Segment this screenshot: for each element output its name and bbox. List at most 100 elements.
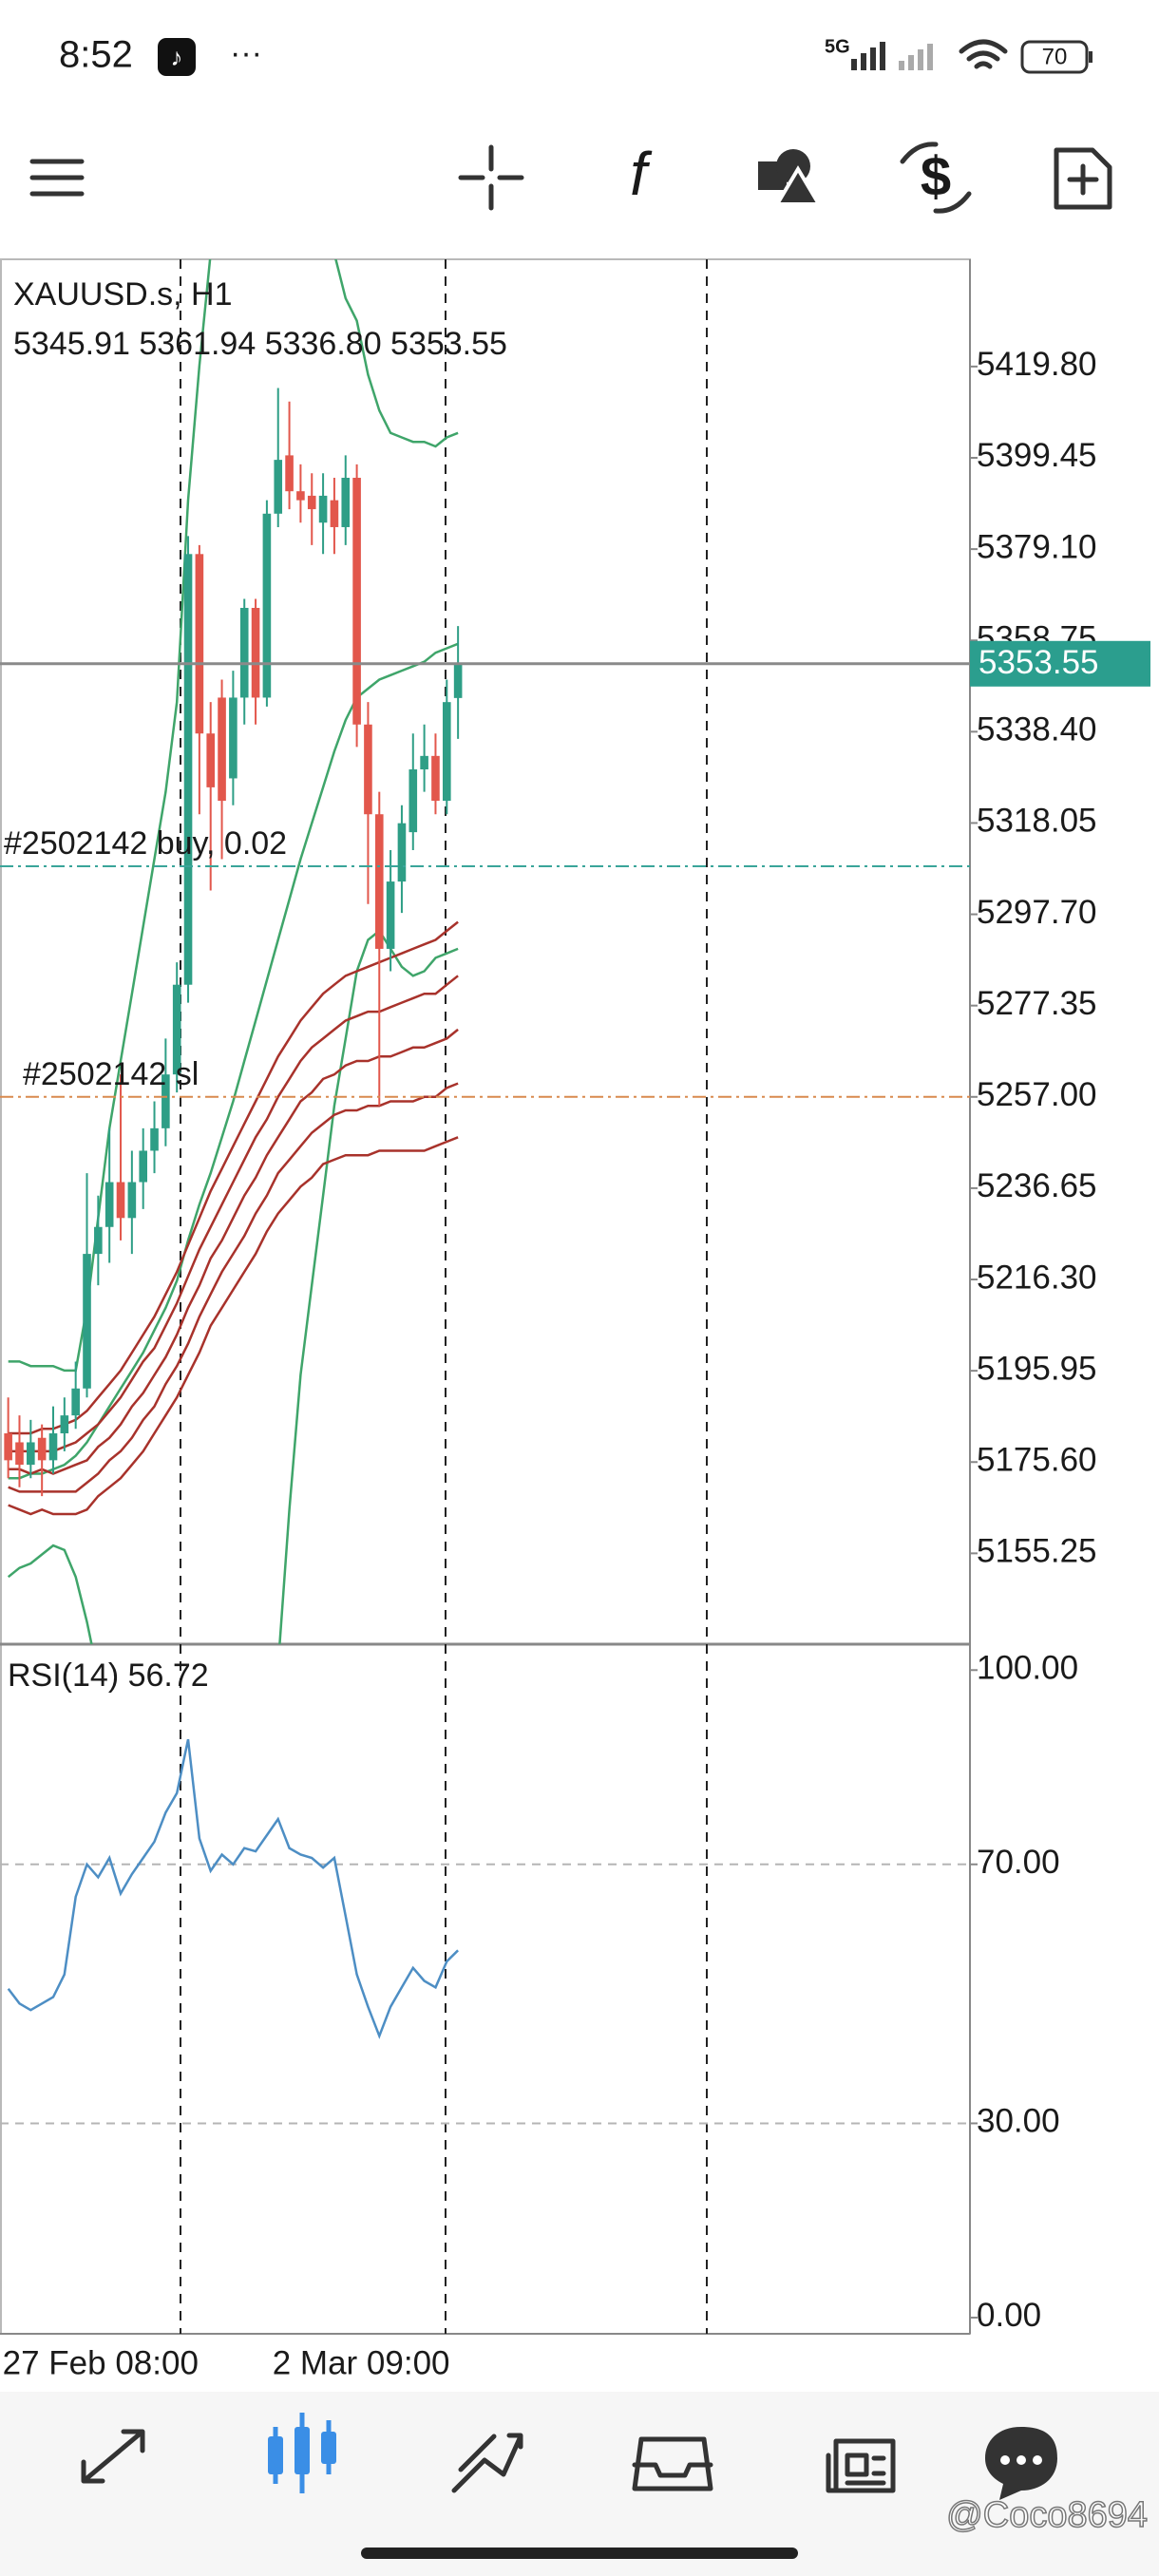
- candle-body: [15, 1442, 24, 1466]
- indicator-line: [8, 1136, 459, 1516]
- y-tick-label: 5277.35: [977, 985, 1097, 1022]
- candle-body: [4, 1433, 12, 1461]
- candle-body: [352, 478, 361, 725]
- watermark: @Coco8694: [946, 2495, 1148, 2535]
- app-icon-glyph: ♪: [171, 43, 183, 71]
- y-tick-label: 5399.45: [977, 437, 1097, 474]
- candle-body: [127, 1182, 137, 1219]
- candle-body: [341, 478, 351, 527]
- history-tab[interactable]: [632, 2436, 713, 2491]
- rsi-line: [7, 1738, 459, 2039]
- indicators-button[interactable]: f: [630, 140, 653, 208]
- y-tick-label: 5195.95: [977, 1350, 1097, 1387]
- clock: 8:52: [59, 34, 133, 76]
- ohlc-legend: 5345.91 5361.94 5336.80 5353.55: [13, 326, 507, 362]
- candle-body: [27, 1442, 35, 1466]
- candle-body: [48, 1433, 58, 1461]
- crosshair-button[interactable]: [458, 144, 524, 211]
- bottom-nav-bg: [0, 2392, 1159, 2576]
- y-tick-label: 5338.40: [977, 711, 1097, 748]
- menu-button[interactable]: [29, 159, 85, 197]
- candle-body: [431, 755, 440, 802]
- axes: 5155.25 5175.60 5195.95 5216.30 5236.65 5257.…: [3, 346, 1150, 2381]
- candle-body: [60, 1415, 69, 1434]
- price-pane: #2502142 buy, 0.02 #2502142 sl: [0, 259, 970, 1644]
- candle-body: [195, 554, 204, 734]
- candle-body: [330, 500, 339, 527]
- indicator-line: [8, 1028, 459, 1475]
- chart-frame: [0, 258, 971, 2335]
- app-icon: [158, 38, 196, 76]
- home-indicator: [361, 2548, 798, 2559]
- candle-body: [296, 491, 305, 501]
- candle-body: [206, 733, 216, 787]
- y-tick-label: 5257.00: [977, 1076, 1097, 1113]
- quotes-tab[interactable]: [81, 2429, 145, 2484]
- candle-body: [172, 984, 181, 1075]
- y-tick-label: 5419.80: [977, 346, 1097, 383]
- rsi-title: RSI(14) 56.72: [8, 1657, 209, 1694]
- candle-body: [150, 1127, 159, 1151]
- candle-body: [37, 1437, 47, 1461]
- candle-body: [285, 455, 294, 492]
- rsi-pane: [0, 1738, 970, 2125]
- candle-body: [251, 607, 260, 698]
- y-tick-label: 5297.70: [977, 894, 1097, 931]
- candle-body: [420, 755, 428, 770]
- new-order-button[interactable]: [1054, 147, 1112, 210]
- candle-body: [218, 697, 226, 802]
- wifi: [959, 39, 1008, 69]
- order-label: #2502142 sl: [23, 1056, 199, 1092]
- candle-body: [262, 513, 272, 698]
- candle-body: [408, 769, 418, 833]
- candle-body: [104, 1182, 114, 1227]
- candle-body: [453, 663, 463, 698]
- battery-level: 70: [1042, 44, 1068, 69]
- candle-body: [229, 697, 238, 779]
- candle-body: [307, 495, 316, 510]
- candle-body: [374, 814, 384, 949]
- trade-glyph: $: [921, 145, 951, 207]
- candle-body: [94, 1226, 103, 1255]
- candle-body: [318, 495, 328, 523]
- news-tab[interactable]: [826, 2438, 896, 2493]
- y-tick-label: 5155.25: [977, 1533, 1097, 1570]
- bottom-nav: [81, 2413, 1057, 2500]
- indicators-glyph: f: [630, 140, 653, 208]
- trade-button[interactable]: $: [900, 142, 972, 214]
- indicator-line: [8, 975, 459, 1453]
- candle-body: [139, 1150, 147, 1183]
- current-price-box: [970, 640, 1150, 687]
- y-tick-label: 5318.05: [977, 803, 1097, 840]
- y-tick-label: 70.00: [977, 1844, 1060, 1881]
- y-tick-label: 5216.30: [977, 1259, 1097, 1296]
- x-tick-label: 2 Mar 09:00: [273, 2344, 450, 2381]
- y-tick-label: 100.00: [977, 1650, 1078, 1687]
- candle-body: [386, 881, 395, 949]
- chart-tab[interactable]: [268, 2413, 336, 2493]
- order-label: #2502142 buy, 0.02: [4, 825, 287, 862]
- x-tick-label: 27 Feb 08:00: [3, 2344, 199, 2381]
- indicator-line: [8, 920, 459, 1435]
- indicator-line: [8, 1082, 459, 1493]
- candle-body: [442, 702, 451, 802]
- battery-tip: [1089, 51, 1092, 63]
- objects-button[interactable]: [758, 149, 823, 206]
- y-tick-label: 30.00: [977, 2103, 1060, 2140]
- candle-body: [274, 460, 283, 514]
- y-tick-label: 0.00: [977, 2297, 1041, 2334]
- chat-tab[interactable]: [985, 2427, 1057, 2500]
- toolbar: f $: [29, 140, 1112, 214]
- y-tick-label: 5236.65: [977, 1167, 1097, 1204]
- candle-body: [183, 554, 193, 985]
- signal-2: [899, 44, 933, 70]
- period-separators: [180, 259, 708, 2334]
- current-price-label: 5353.55: [978, 644, 1099, 681]
- y-tick-label: 5175.60: [977, 1441, 1097, 1478]
- candle-body: [397, 823, 407, 882]
- candle-body: [162, 1074, 170, 1128]
- trade-tab[interactable]: [451, 2433, 523, 2493]
- candle-body: [83, 1254, 91, 1389]
- candle-body: [116, 1182, 125, 1219]
